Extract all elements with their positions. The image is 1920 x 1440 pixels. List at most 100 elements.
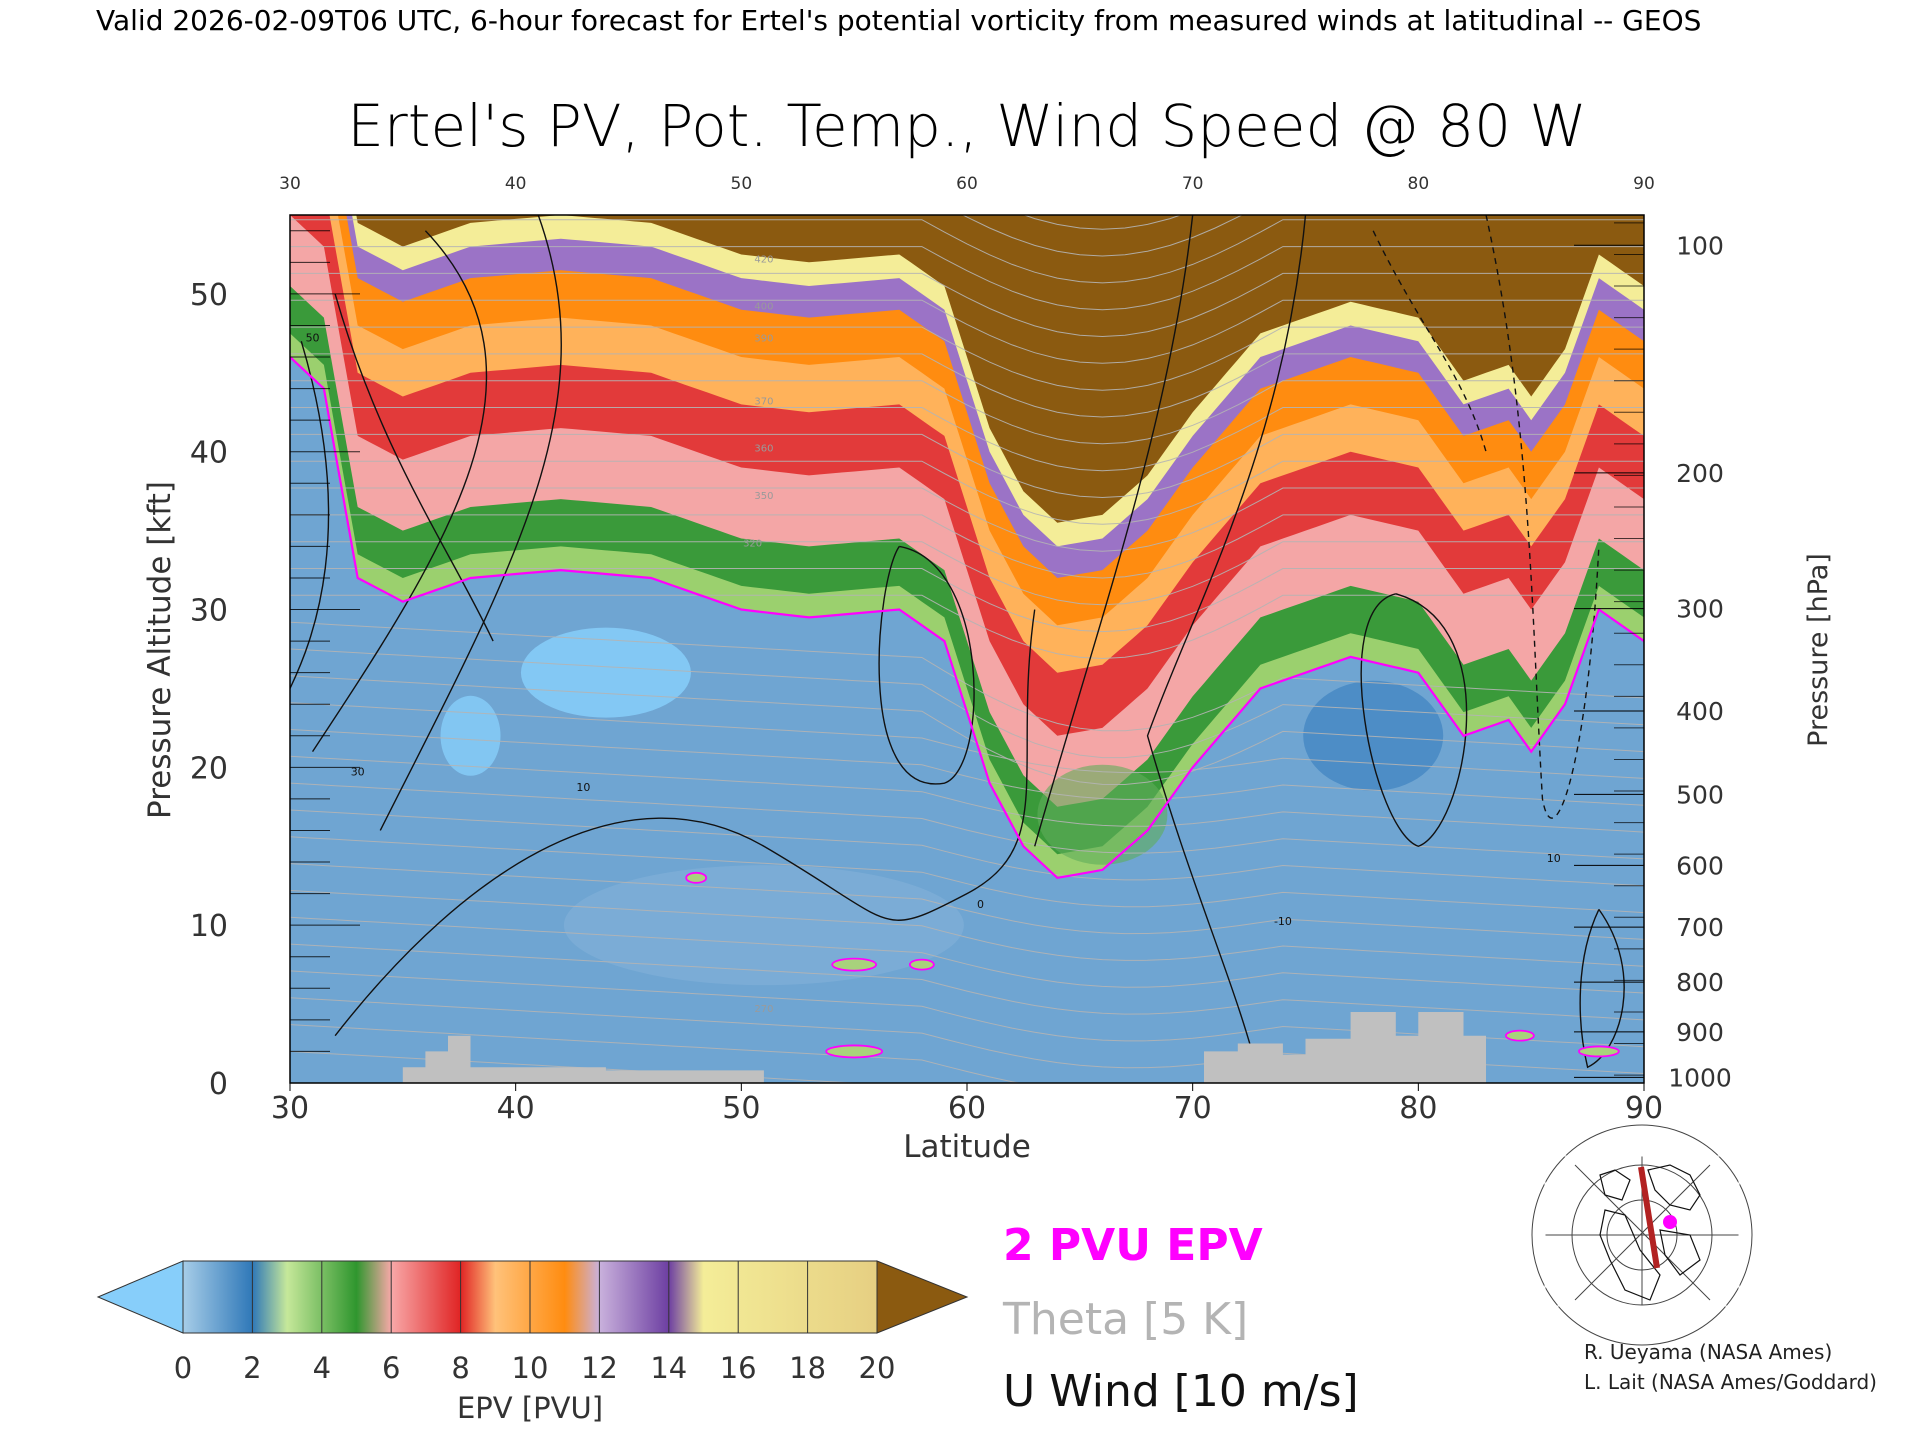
theta-isoline xyxy=(290,675,1644,786)
theta-isoline xyxy=(290,890,1644,967)
top-tick-label: 30 xyxy=(279,174,301,194)
top-tick-label: 80 xyxy=(1408,174,1430,194)
colorbar-ticks: 0 2 4 6 8 10 12 14 16 18 20 xyxy=(174,1261,896,1385)
theta-isoline xyxy=(290,514,1644,579)
theta-contour-label: 390 xyxy=(754,333,773,344)
theta-contour-label: 370 xyxy=(754,396,773,407)
u-wind-contour-label: 50 xyxy=(306,331,320,344)
pressure-tick-label: 700 xyxy=(1676,913,1724,942)
terrain-mask xyxy=(402,1012,1486,1083)
theta-isoline xyxy=(290,621,1644,732)
y-axis-right-label: Pressure [hPa] xyxy=(1803,553,1834,747)
colorbar-tick-label: 0 xyxy=(174,1351,192,1385)
transect-line xyxy=(1638,1166,1660,1269)
theta-isoline xyxy=(290,729,1644,806)
band-brown xyxy=(356,215,1644,523)
colorbar-tick-label: 4 xyxy=(313,1351,331,1385)
pressure-tick-label: 100 xyxy=(1676,231,1724,260)
pressure-tick-label: 400 xyxy=(1676,697,1724,726)
inset-map xyxy=(1531,1124,1753,1346)
pv-blob xyxy=(825,1044,884,1059)
pressure-tick-label: 600 xyxy=(1676,851,1724,880)
field-pocket-mid xyxy=(563,865,964,986)
colorbar-tick-label: 12 xyxy=(581,1351,618,1385)
colorbar-tick-label: 6 xyxy=(382,1351,400,1385)
two-pvu-line xyxy=(290,355,1644,879)
u-wind-isoline xyxy=(334,609,1036,1037)
colorbar-tick-label: 14 xyxy=(650,1351,687,1385)
u-wind-isoline xyxy=(1034,215,1194,847)
x-tick-label: 50 xyxy=(722,1091,760,1126)
y-tick-label: 20 xyxy=(190,751,228,786)
theta-isoline xyxy=(290,246,1644,311)
u-wind-contours: 10 30 50 0 -10 10 xyxy=(290,215,1625,1083)
pv-blob xyxy=(831,957,878,972)
theta-isoline xyxy=(290,353,1644,418)
y-axis-label: Pressure Altitude [kft] xyxy=(142,481,178,819)
theta-isoline xyxy=(290,568,1644,633)
u-wind-contour-label: 0 xyxy=(977,898,984,911)
pressure-tick-label: 800 xyxy=(1676,968,1724,997)
top-tick-label: 90 xyxy=(1633,174,1655,194)
theta-isoline xyxy=(290,219,1644,284)
theta-contour-label: 320 xyxy=(743,538,762,549)
field-pocket-dark xyxy=(1303,680,1444,791)
theta-isoline xyxy=(290,433,1644,499)
pv-blob xyxy=(685,871,708,884)
field-pocket-light xyxy=(520,627,691,718)
pressure-tick-label: 500 xyxy=(1676,780,1724,809)
theta-isoline xyxy=(290,272,1644,338)
pressure-tick-label: 300 xyxy=(1676,595,1724,624)
theta-isoline xyxy=(290,1050,863,1083)
theta-isoline xyxy=(290,594,1644,660)
theta-isoline xyxy=(290,916,1644,994)
x-axis-ticks: 30 40 50 60 70 80 90 xyxy=(271,1083,1663,1126)
u-wind-isoline xyxy=(334,293,494,642)
colorbar-tick-label: 18 xyxy=(789,1351,826,1385)
theta-isoline xyxy=(290,460,1644,525)
u-wind-negative-isoline xyxy=(1485,215,1600,819)
top-tick-label: 40 xyxy=(505,174,527,194)
u-wind-contour-label: -10 xyxy=(1274,915,1292,928)
x-tick-label: 70 xyxy=(1174,1091,1212,1126)
theta-contour-label: 350 xyxy=(754,491,773,502)
pv-blob xyxy=(1504,1029,1535,1042)
x-tick-label: 90 xyxy=(1625,1091,1663,1126)
theta-isoline xyxy=(290,407,1644,472)
u-wind-isoline xyxy=(1579,908,1625,1069)
x-tick-label: 80 xyxy=(1399,1091,1437,1126)
u-wind-contour-label: 10 xyxy=(1547,852,1561,865)
colorbar-over-arrow xyxy=(876,1260,969,1334)
theta-isoline xyxy=(290,299,1644,364)
terrain-block xyxy=(402,1012,1486,1083)
x-tick-label: 40 xyxy=(497,1091,535,1126)
pressure-tick-label: 900 xyxy=(1676,1018,1724,1047)
theta-isoline xyxy=(290,1024,1344,1083)
colorbar-tick-label: 16 xyxy=(720,1351,757,1385)
pressure-axis-ticks: 1000 900 800 700 600 500 400 300 200 100 xyxy=(1574,222,1732,1092)
pressure-tick-label: 1000 xyxy=(1668,1063,1732,1092)
colorbar-tick-label: 10 xyxy=(512,1351,549,1385)
top-axis-ticks: 30 40 50 60 70 80 90 xyxy=(279,174,1655,194)
theta-isoline xyxy=(290,809,1644,887)
y-tick-label: 10 xyxy=(190,909,228,944)
u-wind-isoline xyxy=(878,545,975,785)
theta-contour-label: 400 xyxy=(754,302,773,313)
theta-contour-label: 270 xyxy=(754,1004,773,1015)
colorbar-tick-label: 20 xyxy=(859,1351,896,1385)
field-pocket-light xyxy=(440,695,501,776)
theta-isoline xyxy=(290,943,1644,1021)
pressure-tick-label: 200 xyxy=(1676,459,1724,488)
credit-line-1: R. Ueyama (NASA Ames) xyxy=(1584,1340,1832,1364)
u-wind-isoline xyxy=(311,230,488,752)
theta-isoline xyxy=(290,326,1644,391)
top-tick-label: 70 xyxy=(1182,174,1204,194)
theta-isoline xyxy=(290,541,1644,606)
u-wind-negative-isoline xyxy=(1372,230,1487,452)
y-tick-label: 40 xyxy=(190,436,228,471)
two-pvu-contour xyxy=(290,355,1644,1059)
theta-isoline xyxy=(290,836,1644,914)
field-pocket-green xyxy=(1037,764,1168,865)
u-wind-contour-label: 10 xyxy=(576,781,590,794)
